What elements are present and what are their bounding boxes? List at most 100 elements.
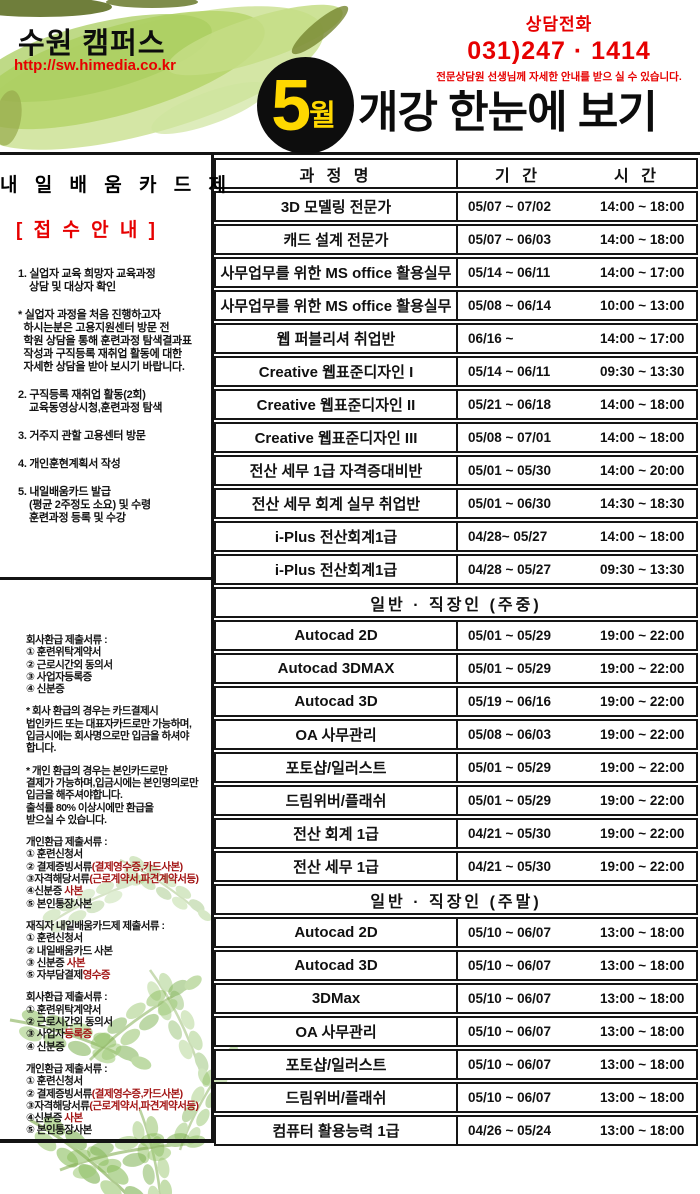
table-row: Creative 웹표준디자인 I 05/14 ~ 06/11 09:30 ~ 13… — [214, 356, 698, 387]
top-divider — [0, 152, 700, 155]
document-line: * 개인 환급의 경우는 본인카드로만 — [26, 764, 168, 777]
document-line: 입금시에는 회사명으로만 입금을 하셔야 — [26, 730, 189, 743]
table-cell: Creative 웹표준디자인 I — [216, 358, 458, 385]
table-row: 3D 모델링 전문가 05/07 ~ 07/02 14:00 ~ 18:00 — [214, 191, 698, 222]
table-cell: 사무업무를 위한 MS office 활용실무 — [216, 259, 458, 286]
table-cell: 14:30 ~ 18:30 — [600, 496, 685, 511]
document-line: ③ 신분증 사본 — [26, 956, 86, 969]
table-cell: 3DMax — [216, 985, 458, 1012]
sidebar-step: 2. 구직등록 재취업 활동(2회) 교육동영상시청,훈련과정 탐색 — [18, 389, 163, 414]
table-cell: 14:00 ~ 20:00 — [600, 463, 685, 478]
page-title: 개강 한눈에 보기 — [358, 88, 658, 137]
table-cell: 05/14 ~ 06/11 — [468, 364, 551, 379]
table-row: Autocad 3D 05/10 ~ 06/07 13:00 ~ 18:00 — [214, 950, 698, 981]
table-cell: 포토샵/일러스트 — [216, 754, 458, 781]
table-cell: 전산 회계 1급 — [216, 820, 458, 847]
table-section-header: 일반 · 직장인 (주중) — [214, 587, 698, 618]
table-cell: 05/01 ~ 05/29 — [468, 793, 551, 808]
table-cell: 13:00 ~ 18:00 — [600, 958, 685, 973]
table-cell: 14:00 ~ 17:00 — [600, 265, 685, 280]
sidebar-divider — [0, 577, 213, 580]
table-row: 전산 세무 1급 자격증대비반 05/01 ~ 05/30 14:00 ~ 20:0… — [214, 455, 698, 486]
table-row: Creative 웹표준디자인 III 05/08 ~ 07/01 14:00 ~ … — [214, 422, 698, 453]
table-cell: 09:30 ~ 13:30 — [600, 364, 685, 379]
table-cell: 기 간 — [495, 167, 541, 185]
document-line: 회사환급 제출서류 : — [26, 634, 108, 646]
document-line: ⑤ 본인통장사본 — [26, 1124, 92, 1137]
table-cell: Autocad 3D — [216, 952, 458, 979]
table-cell: 05/10 ~ 06/07 — [468, 925, 551, 940]
table-row: 컴퓨터 활용능력 1급 04/26 ~ 05/24 13:00 ~ 18:00 — [214, 1115, 698, 1146]
table-cell: 05/10 ~ 06/07 — [468, 991, 551, 1006]
table-cell: 06/16 ~ — [468, 331, 514, 346]
table-cell: 05/07 ~ 06/03 — [468, 232, 551, 247]
sidebar-vertical-divider — [211, 152, 214, 1143]
document-line: ① 훈련신청서 — [26, 1075, 83, 1088]
table-cell: Creative 웹표준디자인 III — [216, 424, 458, 451]
table-cell: 04/21 ~ 05/30 — [468, 859, 551, 874]
table-cell: 14:00 ~ 18:00 — [600, 199, 685, 214]
table-cell: 05/08 ~ 07/01 — [468, 430, 551, 445]
table-cell: 19:00 ~ 22:00 — [600, 727, 685, 742]
document-line: ⑤ 자부담결제영수증 — [26, 969, 111, 982]
table-cell: 14:00 ~ 17:00 — [600, 331, 685, 346]
document-line: ④ 신분증 — [26, 1040, 65, 1053]
document-line: ① 훈련위탁계약서 — [26, 646, 101, 659]
table-cell: 05/01 ~ 05/29 — [468, 760, 551, 775]
table-cell: 웹 퍼블리셔 취업반 — [216, 325, 458, 352]
table-cell: 캐드 설계 전문가 — [216, 226, 458, 253]
table-row: Creative 웹표준디자인 II 05/21 ~ 06/18 14:00 ~ 1… — [214, 389, 698, 420]
table-cell: 14:00 ~ 18:00 — [600, 430, 685, 445]
table-cell: 05/01 ~ 05/30 — [468, 463, 551, 478]
table-cell: OA 사무관리 — [216, 721, 458, 748]
table-row: OA 사무관리 05/08 ~ 06/03 19:00 ~ 22:00 — [214, 719, 698, 750]
table-cell: 13:00 ~ 18:00 — [600, 1057, 685, 1072]
table-cell: 13:00 ~ 18:00 — [600, 925, 685, 940]
table-cell: 과 정 명 — [216, 160, 458, 187]
document-line: ③ 사업자등록증 — [26, 1028, 92, 1041]
table-cell: 3D 모델링 전문가 — [216, 193, 458, 220]
table-cell: 전산 세무 1급 자격증대비반 — [216, 457, 458, 484]
phone-label: 상담전화 — [525, 15, 593, 34]
document-block: * 회사 환급의 경우는 카드결제시 법인카드 또는 대표자카드로만 가능하며, 입… — [26, 705, 212, 754]
table-row: Autocad 2D 05/01 ~ 05/29 19:00 ~ 22:00 — [214, 620, 698, 651]
sidebar-notice-title: [ 접 수 안 내 ] — [16, 220, 158, 241]
table-cell: 14:00 ~ 18:00 — [600, 529, 685, 544]
table-cell: 19:00 ~ 22:00 — [600, 661, 685, 676]
document-line: 개인환급 제출서류 : — [26, 836, 108, 849]
document-block: 개인환급 제출서류 :① 훈련신청서 ② 결제증빙서류(결제영수증,카드사본) ③자… — [26, 1063, 212, 1137]
table-row: Autocad 3DMAX 05/01 ~ 05/29 19:00 ~ 22:00 — [214, 653, 698, 684]
table-cell: 19:00 ~ 22:00 — [600, 826, 685, 841]
document-line: ④ 신분증 — [26, 683, 65, 696]
table-cell: 05/07 ~ 07/02 — [468, 199, 551, 214]
document-block: * 개인 환급의 경우는 본인카드로만 결제가 가능하며,입금시에는 본인명의로만… — [26, 765, 212, 826]
table-row: 포토샵/일러스트 05/01 ~ 05/29 19:00 ~ 22:00 — [214, 752, 698, 783]
document-line: ① 훈련신청서 — [26, 932, 83, 945]
table-cell: Autocad 3D — [216, 688, 458, 715]
table-row: 전산 회계 1급 04/21 ~ 05/30 19:00 ~ 22:00 — [214, 818, 698, 849]
table-row: OA 사무관리 05/10 ~ 06/07 13:00 ~ 18:00 — [214, 1016, 698, 1047]
table-cell: 19:00 ~ 22:00 — [600, 859, 685, 874]
table-cell: i-Plus 전산회계1급 — [216, 523, 458, 550]
table-cell: 05/01 ~ 06/30 — [468, 496, 551, 511]
table-cell: Autocad 2D — [216, 622, 458, 649]
table-cell: i-Plus 전산회계1급 — [216, 556, 458, 583]
table-cell: 19:00 ~ 22:00 — [600, 760, 685, 775]
table-cell: 사무업무를 위한 MS office 활용실무 — [216, 292, 458, 319]
document-line: ② 근로시간외 동의서 — [26, 1016, 113, 1029]
document-line: ④신분증 사본 — [26, 1112, 83, 1125]
table-row: i-Plus 전산회계1급 04/28~ 05/27 14:00 ~ 18:00 — [214, 521, 698, 552]
phone-number: 031)247 · 1414 — [467, 37, 651, 65]
document-line: 받으실 수 있습니다. — [26, 813, 107, 826]
campus-name: 수원 캠퍼스 — [18, 28, 166, 60]
document-line: 법인카드 또는 대표자카드로만 가능하며, — [26, 717, 192, 730]
document-line: ⑤ 본인통장사본 — [26, 897, 92, 910]
table-cell: 05/10 ~ 06/07 — [468, 1057, 551, 1072]
document-line: ② 내일배움카드 사본 — [26, 944, 113, 957]
document-line: 회사환급 제출서류 : — [26, 991, 108, 1004]
table-cell: 05/01 ~ 05/29 — [468, 628, 551, 643]
sidebar-registration-guide: 내 일 배 움 카 드 제 [ 접 수 안 내 ] 1. 실업자 교육 희망자 … — [0, 170, 226, 540]
document-line: ② 결제증빙서류(결제영수증,카드사본) — [26, 1087, 183, 1100]
document-line: 출석률 80% 이상시에만 환급을 — [26, 801, 154, 814]
